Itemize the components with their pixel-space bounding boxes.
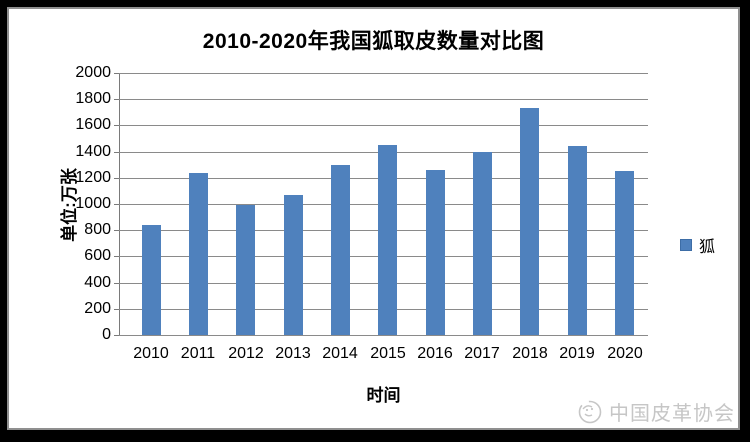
gridline-0 bbox=[119, 335, 648, 336]
x-tick-label-2017: 2017 bbox=[464, 345, 500, 362]
x-tick-label-2019: 2019 bbox=[559, 345, 595, 362]
y-axis-tick bbox=[114, 152, 119, 153]
x-axis-title: 时间 bbox=[366, 386, 401, 405]
y-tick-label-1000: 1000 bbox=[75, 195, 111, 212]
y-axis-tick bbox=[114, 309, 119, 310]
x-tick-label-2014: 2014 bbox=[322, 345, 358, 362]
y-tick-label-200: 200 bbox=[84, 300, 111, 317]
y-tick-label-1600: 1600 bbox=[75, 116, 111, 133]
y-tick-label-400: 400 bbox=[84, 274, 111, 291]
x-tick-label-2016: 2016 bbox=[417, 345, 453, 362]
y-tick-label-2000: 2000 bbox=[75, 64, 111, 81]
x-tick-label-2011: 2011 bbox=[180, 345, 216, 362]
legend-label-fox: 狐 bbox=[699, 239, 716, 256]
x-tick-label-2012: 2012 bbox=[228, 345, 264, 362]
watermark: 中国皮革协会 bbox=[577, 397, 735, 426]
bar-2010 bbox=[142, 225, 161, 335]
y-axis-tick bbox=[114, 73, 119, 74]
y-tick-label-1800: 1800 bbox=[75, 90, 111, 107]
bar-2018 bbox=[520, 108, 539, 335]
y-axis-tick bbox=[114, 283, 119, 284]
bar-2015 bbox=[378, 145, 397, 335]
bar-2011 bbox=[189, 173, 208, 335]
x-tick-label-2018: 2018 bbox=[512, 345, 548, 362]
bar-2013 bbox=[284, 195, 303, 335]
y-axis-tick bbox=[114, 178, 119, 179]
x-tick-label-2010: 2010 bbox=[133, 345, 169, 362]
bar-2014 bbox=[331, 165, 350, 335]
bar-2012 bbox=[236, 205, 255, 335]
y-tick-label-1200: 1200 bbox=[75, 169, 111, 186]
x-tick-label-2020: 2020 bbox=[607, 345, 643, 362]
gridline-1600 bbox=[119, 125, 648, 126]
y-axis-tick bbox=[114, 99, 119, 100]
bar-2020 bbox=[615, 171, 634, 335]
y-axis-tick bbox=[114, 230, 119, 231]
x-tick-label-2015: 2015 bbox=[370, 345, 406, 362]
bar-2019 bbox=[568, 146, 587, 335]
plot-area bbox=[114, 73, 648, 336]
bar-2016 bbox=[426, 170, 445, 335]
x-tick-label-2013: 2013 bbox=[275, 345, 311, 362]
china-leather-association-logo-icon bbox=[578, 400, 602, 423]
y-axis-tick bbox=[114, 204, 119, 205]
watermark-text: 中国皮革协会 bbox=[609, 403, 735, 425]
legend-swatch-fox bbox=[680, 239, 692, 251]
y-axis-tick bbox=[114, 256, 119, 257]
y-tick-label-0: 0 bbox=[102, 326, 111, 343]
y-axis-tick bbox=[114, 335, 119, 336]
chart-card: 2010-2020年我国狐取皮数量对比图 单位:万张 时间 狐 中国皮革协会 0… bbox=[7, 7, 740, 430]
gridline-1800 bbox=[119, 99, 648, 100]
gridline-2000 bbox=[119, 73, 648, 74]
chart-title: 2010-2020年我国狐取皮数量对比图 bbox=[202, 30, 545, 53]
y-tick-label-800: 800 bbox=[84, 221, 111, 238]
y-tick-label-600: 600 bbox=[84, 247, 111, 264]
legend: 狐 bbox=[680, 233, 715, 257]
bar-2017 bbox=[473, 152, 492, 335]
y-axis-tick bbox=[114, 125, 119, 126]
y-tick-label-1400: 1400 bbox=[75, 143, 111, 160]
